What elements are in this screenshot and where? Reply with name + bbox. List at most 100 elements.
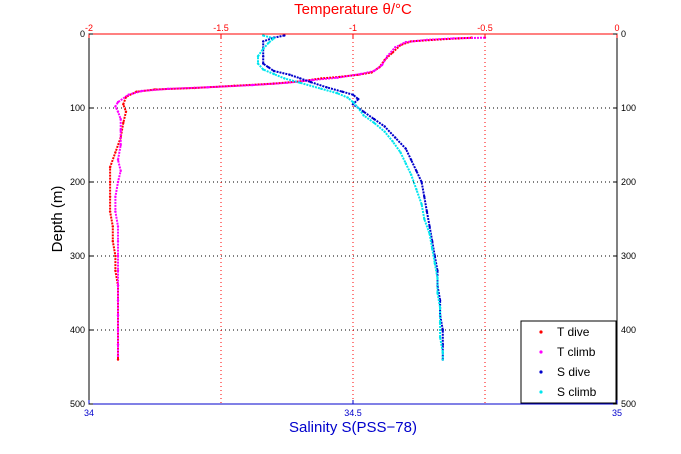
right-tick-label: 400: [621, 325, 636, 335]
data-point: [108, 210, 112, 213]
data-point: [124, 110, 128, 113]
data-point: [346, 96, 349, 99]
left-tick-label: 0: [80, 29, 85, 39]
legend-marker: [539, 350, 543, 354]
data-point: [114, 269, 117, 272]
data-point: [119, 117, 122, 121]
data-point: [425, 38, 429, 42]
data-point: [312, 78, 315, 82]
data-point: [380, 63, 384, 67]
data-point: [114, 210, 117, 213]
data-point: [299, 77, 302, 80]
data-point: [116, 180, 120, 184]
data-point: [420, 180, 423, 184]
data-point: [272, 69, 275, 73]
data-point: [409, 158, 413, 161]
data-point: [351, 93, 355, 96]
data-point: [428, 232, 431, 235]
left-tick-label: 200: [70, 177, 85, 187]
legend-label: S dive: [557, 365, 591, 379]
data-point: [119, 169, 122, 173]
top-tick-label: -1.5: [213, 23, 229, 33]
right-tick-label: 300: [621, 251, 636, 261]
data-point: [262, 62, 265, 65]
data-point: [357, 97, 360, 101]
data-point: [394, 136, 397, 139]
legend-marker: [539, 330, 543, 334]
series-trace: [114, 36, 486, 356]
data-point: [441, 351, 444, 354]
legend-marker: [539, 390, 543, 394]
data-point: [116, 100, 120, 104]
data-point: [320, 87, 323, 91]
series-t-climb: [114, 36, 487, 358]
data-point: [116, 314, 120, 317]
series-s-dive: [262, 34, 444, 361]
data-point: [119, 129, 122, 132]
bottom-tick-label: 35: [612, 408, 622, 418]
data-point: [404, 162, 407, 165]
data-point: [167, 87, 170, 91]
data-point: [108, 166, 112, 169]
data-point: [394, 46, 397, 49]
legend-label: T climb: [557, 345, 596, 359]
data-point: [285, 81, 289, 85]
data-point: [116, 328, 120, 332]
data-point: [404, 147, 407, 150]
legend: T dive T climb S dive S climb: [520, 320, 617, 404]
data-point: [116, 358, 120, 361]
data-point: [415, 169, 418, 173]
data-point: [251, 83, 254, 87]
data-point: [372, 69, 376, 73]
data-point: [386, 55, 389, 58]
data-point: [272, 37, 275, 40]
top-tick-label: -0.5: [477, 23, 493, 33]
data-point: [272, 72, 275, 76]
data-point: [438, 321, 442, 324]
data-point: [441, 328, 444, 332]
data-point: [262, 47, 265, 50]
data-point: [383, 125, 386, 128]
legend-box: [520, 320, 617, 404]
data-point: [127, 93, 130, 96]
left-tick-label: 100: [70, 103, 85, 113]
data-point: [391, 140, 394, 143]
top-tick-label: -2: [85, 23, 93, 33]
data-point: [108, 180, 112, 184]
data-point: [116, 225, 120, 228]
data-point: [116, 284, 120, 287]
data-point: [140, 89, 143, 93]
legend-label: T dive: [557, 325, 590, 339]
data-point: [114, 151, 117, 154]
data-point: [114, 195, 117, 198]
data-point: [116, 354, 120, 358]
right-tick-label: 0: [621, 29, 626, 39]
data-point: [423, 217, 426, 221]
data-point: [404, 40, 407, 44]
data-point: [262, 68, 265, 71]
data-point: [399, 151, 402, 154]
data-point: [114, 105, 117, 108]
data-point: [116, 343, 120, 346]
data-point: [362, 114, 365, 117]
series-s-climb: [256, 34, 444, 361]
data-point: [415, 188, 418, 191]
right-tick-label: 500: [621, 399, 636, 409]
data-point: [423, 195, 426, 198]
data-point: [116, 110, 120, 113]
data-point: [111, 240, 115, 243]
data-point: [206, 86, 209, 89]
data-point: [114, 254, 117, 258]
data-point: [438, 336, 442, 339]
data-point: [108, 195, 112, 198]
data-point: [341, 90, 344, 93]
data-point: [431, 247, 434, 250]
top-tick-label: 0: [614, 23, 619, 33]
data-point: [256, 55, 260, 58]
data-point: [122, 103, 125, 106]
data-point: [438, 306, 442, 309]
data-point: [256, 62, 260, 65]
data-point: [116, 269, 120, 272]
